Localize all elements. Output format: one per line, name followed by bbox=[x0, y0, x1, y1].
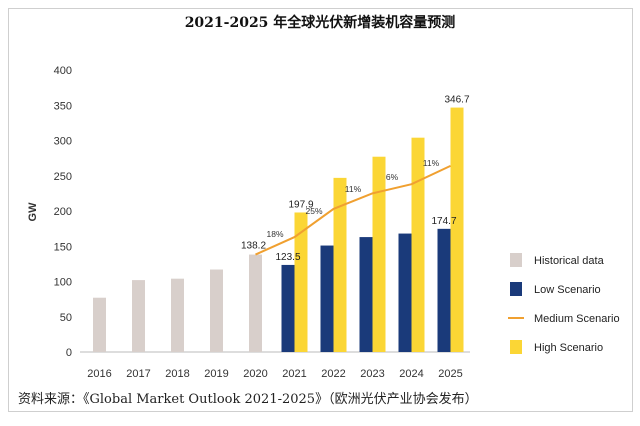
x-tick-label: 2020 bbox=[243, 368, 267, 380]
legend-swatch bbox=[510, 253, 522, 267]
y-tick-label: 400 bbox=[54, 65, 72, 77]
growth-label: 25% bbox=[305, 206, 322, 216]
data-labels: 138.2 123.5 197.9 174.7 346.7 18% 25% 11% 6% 11% bbox=[241, 95, 470, 263]
data-label: 123.5 bbox=[275, 252, 300, 263]
x-tick-label: 2024 bbox=[399, 368, 423, 380]
legend: Historical data Low Scenario Medium Scenar… bbox=[508, 253, 620, 354]
bar-high-scenario bbox=[450, 107, 464, 352]
axes: 0 50 100 150 200 250 300 350 400 2016 2017 2018 2019… bbox=[27, 65, 470, 380]
y-tick-label: 350 bbox=[54, 100, 72, 112]
medium-scenario-series bbox=[255, 164, 451, 256]
x-tick-label: 2023 bbox=[360, 368, 384, 380]
bar-high-scenario bbox=[372, 156, 386, 352]
x-tick-label: 2025 bbox=[438, 368, 462, 380]
bar-low-scenario bbox=[359, 237, 373, 352]
x-tick-label: 2022 bbox=[321, 368, 345, 380]
bar-historical bbox=[171, 278, 184, 352]
x-tick-label: 2017 bbox=[126, 368, 150, 380]
source-note: 资料来源：《Global Market Outlook 2021-2025》（欧… bbox=[18, 392, 478, 407]
x-tick-label: 2019 bbox=[204, 368, 228, 380]
bar-high-scenario bbox=[294, 212, 308, 352]
growth-label: 11% bbox=[345, 184, 362, 194]
bar-high-scenario bbox=[333, 177, 347, 352]
legend-swatch bbox=[510, 340, 522, 354]
bar-historical bbox=[249, 254, 262, 352]
bar-low-scenario bbox=[320, 245, 334, 352]
bar-low-scenario bbox=[281, 264, 295, 352]
data-label: 346.7 bbox=[444, 95, 469, 106]
x-tick-label: 2016 bbox=[87, 368, 111, 380]
y-tick-label: 100 bbox=[54, 277, 72, 289]
y-axis-label: GW bbox=[27, 202, 39, 222]
medium-scenario-line bbox=[255, 164, 451, 256]
bar-high-scenario bbox=[411, 137, 425, 352]
growth-label: 11% bbox=[423, 158, 440, 168]
y-tick-label: 0 bbox=[66, 347, 72, 359]
data-label: 174.7 bbox=[431, 216, 456, 227]
chart-title: 2021-2025 年全球光伏新增装机容量预测 bbox=[184, 15, 456, 31]
y-tick-label: 50 bbox=[60, 312, 72, 324]
bars bbox=[93, 107, 464, 352]
bar-historical bbox=[132, 280, 145, 352]
legend-label: Historical data bbox=[534, 255, 605, 267]
legend-label: Medium Scenario bbox=[534, 313, 620, 325]
legend-swatch bbox=[510, 282, 522, 296]
bar-historical bbox=[210, 269, 223, 352]
legend-label: High Scenario bbox=[534, 342, 603, 354]
growth-label: 6% bbox=[386, 172, 399, 182]
y-tick-label: 200 bbox=[54, 206, 72, 218]
y-tick-label: 300 bbox=[54, 136, 72, 148]
y-tick-label: 250 bbox=[54, 171, 72, 183]
x-tick-label: 2021 bbox=[282, 368, 306, 380]
data-label: 197.9 bbox=[288, 199, 313, 210]
legend-label: Low Scenario bbox=[534, 284, 601, 296]
x-tick-label: 2018 bbox=[165, 368, 189, 380]
bar-historical bbox=[93, 297, 106, 352]
bar-low-scenario bbox=[398, 233, 412, 352]
bar-low-scenario bbox=[437, 228, 451, 352]
y-tick-label: 150 bbox=[54, 241, 72, 253]
data-label: 138.2 bbox=[241, 241, 266, 252]
growth-label: 18% bbox=[266, 229, 283, 239]
